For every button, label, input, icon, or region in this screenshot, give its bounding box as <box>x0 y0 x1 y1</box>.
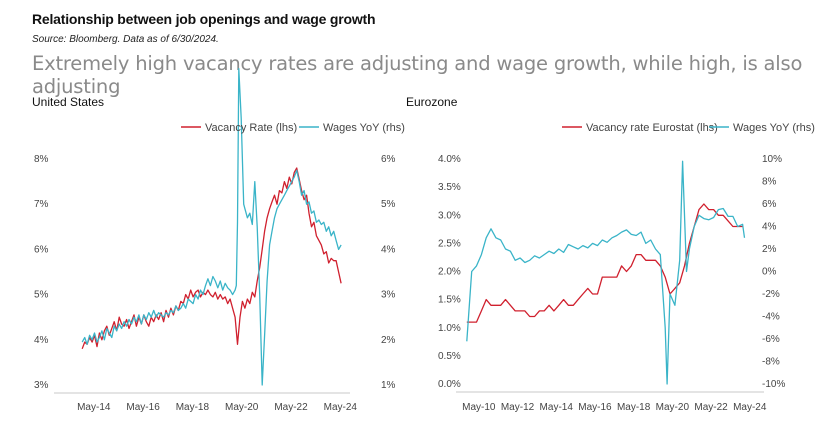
ez-y-left-tick: 1.0% <box>438 323 461 334</box>
us-x-tick: May-16 <box>126 402 160 413</box>
us-y-right-tick: 6% <box>381 154 396 165</box>
us-y-right-tick: 5% <box>381 199 396 210</box>
us-y-left-tick: 3% <box>34 380 49 391</box>
us-y-left-tick: 6% <box>34 244 49 255</box>
ez-y-right-tick: 2% <box>762 244 777 255</box>
us-x-tick: May-18 <box>176 402 210 413</box>
ez-y-right-tick: -2% <box>762 289 780 300</box>
us-y-right-tick: 4% <box>381 244 396 255</box>
us-y-left-tick: 7% <box>34 199 49 210</box>
ez-y-right-tick: 4% <box>762 222 777 233</box>
us-y-left-tick: 5% <box>34 290 49 301</box>
chart-title: Relationship between job openings and wa… <box>32 11 376 27</box>
us-y-left-tick: 4% <box>34 335 49 346</box>
ez-y-left-tick: 2.0% <box>438 267 461 278</box>
us-legend-label: Vacancy Rate (lhs) <box>205 122 297 134</box>
us-legend-label: Wages YoY (rhs) <box>323 122 405 134</box>
ez-y-right-tick: -6% <box>762 334 780 345</box>
us-x-tick: May-20 <box>225 402 259 413</box>
us-x-tick: May-14 <box>77 402 111 413</box>
ez-x-tick: May-24 <box>733 402 767 413</box>
ez-y-right-tick: 0% <box>762 267 777 278</box>
ez-x-tick: May-18 <box>617 402 651 413</box>
ez-y-left-tick: 3.0% <box>438 210 461 221</box>
ez-x-tick: May-14 <box>540 402 574 413</box>
ez-y-right-tick: 8% <box>762 177 777 188</box>
ez-y-right-tick: -10% <box>762 379 785 390</box>
us-y-right-tick: 3% <box>381 290 396 301</box>
us-y-right-tick: 2% <box>381 335 396 346</box>
us-series-wages-line <box>81 67 342 386</box>
us-x-tick: May-24 <box>324 402 358 413</box>
ez-y-right-tick: -8% <box>762 357 780 368</box>
ez-legend-label: Vacancy rate Eurostat (lhs) <box>586 122 718 134</box>
ez-legend-label: Wages YoY (rhs) <box>733 122 815 134</box>
ez-y-left-tick: 2.5% <box>438 238 461 249</box>
us-x-tick: May-22 <box>274 402 308 413</box>
ez-x-tick: May-20 <box>656 402 690 413</box>
source-note: Source: Bloomberg. Data as of 6/30/2024. <box>32 34 219 45</box>
ez-y-left-tick: 0.5% <box>438 351 461 362</box>
ez-y-right-tick: -4% <box>762 312 780 323</box>
ez-x-tick: May-12 <box>501 402 535 413</box>
ez-series-vacancy-line <box>466 203 743 323</box>
ez-y-left-tick: 0.0% <box>438 379 461 390</box>
us-y-left-tick: 8% <box>34 154 49 165</box>
ez-x-tick: May-22 <box>694 402 728 413</box>
ez-x-tick: May-16 <box>578 402 612 413</box>
chart-subtitle: Extremely high vacancy rates are adjusti… <box>32 52 803 98</box>
ez-y-left-tick: 1.5% <box>438 295 461 306</box>
ez-y-left-tick: 3.5% <box>438 182 461 193</box>
ez-y-left-tick: 4.0% <box>438 154 461 165</box>
ez-y-right-tick: 10% <box>762 154 782 165</box>
us-panel-title: United States <box>32 95 105 109</box>
ez-y-right-tick: 6% <box>762 199 777 210</box>
eurozone-panel-title: Eurozone <box>406 95 458 109</box>
ez-x-tick: May-10 <box>462 402 496 413</box>
us-y-right-tick: 1% <box>381 380 396 391</box>
ez-series-wages-line <box>466 160 746 385</box>
